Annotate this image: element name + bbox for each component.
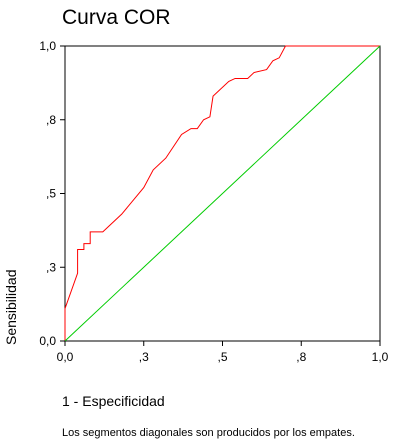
chart-title: Curva COR (62, 6, 171, 29)
footnote: Los segmentos diagonales son producidos … (62, 427, 355, 439)
ticks-group: 0,0 ,3 ,5 ,8 1,0 0,0 ,3 ,5 ,8 1,0 (39, 39, 388, 364)
series-line-1 (64, 45, 381, 342)
y-axis-label: Sensibilidad (3, 270, 19, 346)
x-tick-label: ,3 (139, 350, 149, 364)
x-tick-label: 0,0 (57, 350, 74, 364)
x-tick-label: ,8 (296, 350, 306, 364)
x-tick-label: 1,0 (372, 350, 389, 364)
y-tick-label: 0,0 (39, 334, 56, 348)
series-line-0 (64, 45, 380, 341)
y-tick-label: ,5 (46, 187, 56, 201)
series-group (64, 45, 381, 342)
y-tick-label: ,3 (46, 260, 56, 274)
y-tick-label: 1,0 (39, 39, 56, 53)
x-tick-label: ,5 (217, 350, 227, 364)
x-axis-label: 1 - Especificidad (62, 393, 165, 409)
y-tick-label: ,8 (46, 113, 56, 127)
